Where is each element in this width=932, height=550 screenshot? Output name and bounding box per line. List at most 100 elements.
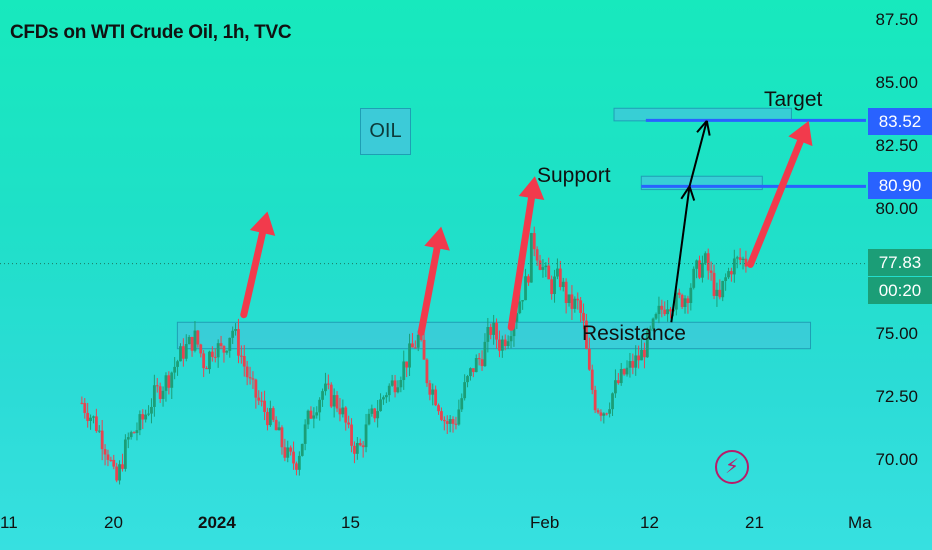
candle-body bbox=[213, 356, 217, 358]
candle-body bbox=[567, 294, 571, 304]
candle-body bbox=[126, 437, 130, 440]
candle-body bbox=[292, 451, 295, 464]
candle-body bbox=[225, 350, 229, 353]
bar-countdown: 00:20 bbox=[868, 277, 932, 304]
candle-body bbox=[318, 399, 322, 413]
candle-body bbox=[89, 417, 92, 421]
candle-body bbox=[477, 358, 481, 360]
candle-body bbox=[701, 262, 704, 278]
candle-body bbox=[286, 447, 290, 458]
candle-body bbox=[741, 258, 745, 260]
target-label[interactable]: Target bbox=[764, 88, 823, 111]
candle-body bbox=[216, 343, 220, 358]
candle-body bbox=[402, 361, 406, 381]
black-arrow-head bbox=[680, 185, 691, 200]
candle-body bbox=[608, 409, 612, 414]
candle-body bbox=[643, 349, 646, 358]
candle-body bbox=[506, 341, 510, 347]
candle-body bbox=[399, 380, 403, 388]
red-arrow-shaft bbox=[746, 137, 804, 268]
candle-body bbox=[376, 411, 380, 419]
candle-body bbox=[585, 320, 588, 349]
candle-body bbox=[521, 300, 525, 302]
candle-body bbox=[698, 260, 701, 278]
candle-body bbox=[86, 412, 90, 421]
candle-body bbox=[239, 355, 243, 357]
candle-body bbox=[158, 386, 162, 399]
candle-body bbox=[669, 309, 672, 312]
candle-body bbox=[190, 336, 194, 351]
candle-body bbox=[709, 270, 713, 273]
candle-body bbox=[312, 415, 316, 419]
candle-body bbox=[263, 400, 266, 412]
candle-body bbox=[97, 430, 101, 432]
candle-body bbox=[735, 257, 739, 259]
candle-body bbox=[387, 385, 391, 396]
candle-body bbox=[115, 466, 119, 481]
candle-body bbox=[135, 430, 139, 434]
candle-body bbox=[715, 289, 719, 296]
candle-body bbox=[695, 260, 699, 269]
candle-body bbox=[579, 300, 583, 313]
candle-body bbox=[680, 294, 684, 307]
candle-body bbox=[396, 387, 400, 393]
candle-body bbox=[260, 400, 264, 402]
candle-body bbox=[416, 334, 420, 348]
candle-body bbox=[547, 265, 551, 280]
candle-body bbox=[631, 361, 635, 368]
candle-body bbox=[732, 258, 736, 275]
candle-body bbox=[437, 405, 440, 412]
candle-body bbox=[683, 298, 687, 307]
candle-body bbox=[619, 368, 623, 384]
candle-body bbox=[315, 412, 319, 416]
candle-body bbox=[503, 339, 507, 347]
candle-body bbox=[529, 233, 533, 283]
black-arrow-shaft bbox=[670, 186, 691, 323]
candle-body bbox=[283, 447, 287, 458]
x-tick-label: 21 bbox=[745, 513, 764, 532]
candle-body bbox=[379, 399, 382, 412]
red-arrow-shaft bbox=[417, 244, 441, 336]
y-tick-label: 75.00 bbox=[875, 324, 918, 343]
candle-body bbox=[550, 279, 554, 294]
candle-body bbox=[274, 419, 278, 431]
lightning-icon[interactable]: ⚡︎ bbox=[715, 450, 749, 484]
candle-body bbox=[257, 397, 261, 401]
candle-body bbox=[103, 449, 107, 455]
candle-body bbox=[500, 339, 504, 351]
y-tick-label: 82.50 bbox=[875, 136, 918, 155]
candle-body bbox=[202, 353, 206, 369]
y-tick-label: 72.50 bbox=[875, 387, 918, 406]
candle-body bbox=[544, 265, 548, 268]
candle-body bbox=[535, 249, 539, 261]
resistance-label[interactable]: Resistance bbox=[582, 322, 686, 345]
candle-body bbox=[674, 292, 678, 310]
candle-body bbox=[303, 424, 307, 444]
candle-body bbox=[193, 330, 197, 351]
candle-body bbox=[132, 432, 136, 434]
candle-body bbox=[109, 459, 113, 461]
candle-body bbox=[527, 276, 530, 283]
candle-body bbox=[611, 393, 614, 410]
candle-body bbox=[587, 348, 591, 370]
candle-body bbox=[413, 347, 417, 349]
candle-body bbox=[295, 463, 298, 470]
x-tick-label: 12 bbox=[640, 513, 659, 532]
x-tick-label: 2024 bbox=[198, 513, 236, 532]
candle-body bbox=[219, 343, 223, 347]
candle-body bbox=[605, 413, 609, 415]
oil-label[interactable]: OIL bbox=[360, 108, 411, 155]
candle-body bbox=[341, 407, 345, 415]
candle-body bbox=[648, 328, 652, 331]
candle-body bbox=[561, 281, 565, 288]
candle-body bbox=[152, 385, 156, 407]
candle-body bbox=[686, 298, 690, 304]
candle-body bbox=[231, 330, 235, 338]
black-arrow-shaft bbox=[688, 120, 708, 187]
candle-body bbox=[80, 402, 84, 404]
candle-body bbox=[155, 385, 159, 387]
support-label[interactable]: Support bbox=[537, 164, 611, 187]
candle-body bbox=[599, 412, 603, 416]
candle-body bbox=[744, 258, 748, 267]
